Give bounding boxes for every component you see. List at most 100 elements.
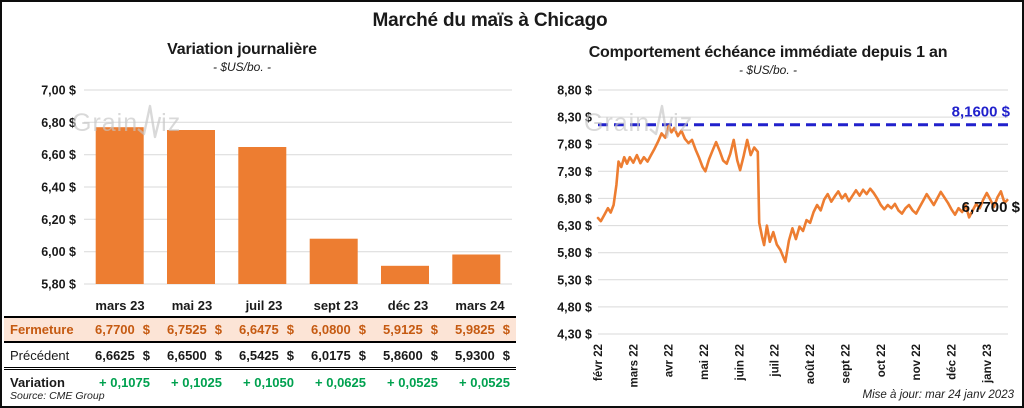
precedent-value-cell: 5,9300 $ xyxy=(444,348,516,363)
value: 6,5425 xyxy=(239,347,279,363)
currency-unit: $ xyxy=(358,347,366,363)
y-axis-tick-label: 7,80 $ xyxy=(557,138,592,152)
fermeture-value-cell: 6,7525 $ xyxy=(156,322,228,337)
currency-unit: $ xyxy=(142,347,150,363)
fermeture-value-cell: 5,9125 $ xyxy=(372,322,444,337)
value: + 0,0625 xyxy=(315,375,366,390)
y-axis-tick-label: 5,80 $ xyxy=(557,246,592,260)
fermeture-value-cell: 6,0800 $ xyxy=(300,322,372,337)
y-axis-tick-label: 8,80 $ xyxy=(557,84,592,98)
x-axis-tick-label: mars 22 xyxy=(628,344,640,387)
price-table: mars 23 mai 23 juil 23 sept 23 déc 23 mars 24… xyxy=(4,295,516,395)
price-line xyxy=(596,124,1009,264)
y-axis-tick-label: 6,20 $ xyxy=(41,213,76,227)
value: 6,7700 xyxy=(95,322,135,337)
updated-note: Mise à jour: mar 24 janv 2023 xyxy=(862,389,1015,401)
precedent-value-cell: 6,6500 $ xyxy=(156,348,228,363)
y-axis-tick-label: 5,80 $ xyxy=(41,278,76,292)
value: 5,9300 xyxy=(455,347,495,363)
x-axis-tick-label: mai 22 xyxy=(699,344,711,380)
last-value-label: 6,7700 $ xyxy=(962,199,1021,216)
currency-unit: $ xyxy=(286,322,294,337)
value: 6,0175 xyxy=(311,347,351,363)
line-chart-subtitle: - $US/bo. - xyxy=(738,63,798,77)
value: + 0,1025 xyxy=(171,375,222,390)
y-axis-tick-label: 6,40 $ xyxy=(41,181,76,195)
bar-juil 23 xyxy=(238,147,287,284)
month-header: juil 23 xyxy=(245,298,283,313)
currency-unit: $ xyxy=(502,322,510,337)
reference-line-label: 8,1600 $ xyxy=(952,104,1011,121)
x-axis-tick-label: janv 23 xyxy=(982,344,994,384)
bar-chart: 7,00 $ 6,80 $ 6,60 $ 6,40 $ 6,20 $ 6,00 $ 5,80… xyxy=(41,84,512,292)
y-axis-tick-label: 5,30 $ xyxy=(557,273,592,287)
value: 6,6475 xyxy=(239,322,279,337)
row-label: Précédent xyxy=(10,347,70,363)
currency-unit: $ xyxy=(142,322,150,337)
y-axis-tick-label: 7,00 $ xyxy=(41,84,76,98)
x-axis-tick-label: juil 22 xyxy=(770,344,782,378)
x-axis-tick-label: déc 22 xyxy=(946,344,958,380)
y-axis-tick-label: 4,80 $ xyxy=(557,300,592,314)
x-axis-tick-label: avr 22 xyxy=(664,344,676,377)
line-chart-header: Comportement échéance immédiate depuis 1… xyxy=(526,44,1010,77)
value: + 0,0525 xyxy=(459,375,510,390)
value: 6,6625 xyxy=(95,347,135,363)
bar-chart-header: Variation journalière - $US/bo. - xyxy=(12,41,472,74)
x-axis-tick-label: sept 22 xyxy=(840,344,852,384)
y-axis-tick-label: 6,60 $ xyxy=(41,148,76,162)
y-axis-tick-label: 6,80 $ xyxy=(557,192,592,206)
y-axis-tick-label: 4,30 $ xyxy=(557,328,592,342)
currency-unit: $ xyxy=(214,322,222,337)
precedent-value-cell: 6,5425 $ xyxy=(228,348,300,363)
value: + 0,1050 xyxy=(243,375,294,390)
value: + 0,0525 xyxy=(387,375,438,390)
fermeture-value-cell: 6,6475 $ xyxy=(228,322,300,337)
bar-chart-title: Variation journalière xyxy=(167,41,317,58)
bar-chart-subtitle: - $US/bo. - xyxy=(212,60,272,74)
line-chart: 8,80 $ 8,30 $ 7,80 $ 7,30 $ 6,80 $ 6,30 $ 5,80… xyxy=(557,84,1021,388)
y-axis-tick-label: 6,00 $ xyxy=(41,245,76,259)
row-label: Variation xyxy=(10,375,65,390)
value: 6,7525 xyxy=(167,322,207,337)
variation-value-cell: + 0,0625 xyxy=(300,375,372,390)
currency-unit: $ xyxy=(430,322,438,337)
variation-value-cell: + 0,0525 xyxy=(444,375,516,390)
x-axis-tick-label: juin 22 xyxy=(734,344,746,381)
variation-value-cell: + 0,1050 xyxy=(228,375,300,390)
source-note: Source: CME Group xyxy=(10,390,105,402)
precedent-value-cell: 6,6625 $ xyxy=(84,348,156,363)
currency-unit: $ xyxy=(214,347,222,363)
line-chart-title: Comportement échéance immédiate depuis 1… xyxy=(588,44,948,61)
y-axis-tick-label: 8,30 $ xyxy=(557,111,592,125)
value: 5,8600 xyxy=(383,347,423,363)
bar-mars 24 xyxy=(452,254,501,284)
x-axis-tick-label: août 22 xyxy=(805,344,817,384)
table-row-precedent: Précédent 6,6625 $6,6500 $6,5425 $6,0175 $5,8… xyxy=(4,343,516,370)
bar-mars 23 xyxy=(95,127,144,284)
month-header: mars 23 xyxy=(95,298,145,313)
x-axis-tick-label: nov 22 xyxy=(911,344,923,380)
currency-unit: $ xyxy=(358,322,366,337)
table-row-fermeture: Fermeture 6,7700 $6,7525 $6,6475 $6,0800 $5,9… xyxy=(4,318,516,343)
value: 6,0800 xyxy=(311,322,351,337)
bar-déc 23 xyxy=(381,265,429,284)
month-header: sept 23 xyxy=(313,298,359,313)
value: 5,9825 xyxy=(455,322,495,337)
x-axis-tick-label: oct 22 xyxy=(876,344,888,377)
y-axis-tick-label: 7,30 $ xyxy=(557,165,592,179)
bar-sept 23 xyxy=(309,238,358,284)
value: 5,9125 xyxy=(383,322,423,337)
x-axis-tick-label: févr 22 xyxy=(593,344,605,381)
value: + 0,1075 xyxy=(99,375,150,390)
month-header: mars 24 xyxy=(455,298,505,313)
y-axis-tick-label: 6,80 $ xyxy=(41,116,76,130)
month-header: déc 23 xyxy=(387,298,429,313)
value: 6,6500 xyxy=(167,347,207,363)
month-header: mai 23 xyxy=(171,298,213,313)
variation-value-cell: + 0,1025 xyxy=(156,375,228,390)
fermeture-value-cell: 5,9825 $ xyxy=(444,322,516,337)
currency-unit: $ xyxy=(430,347,438,363)
variation-value-cell: + 0,1075 xyxy=(84,375,156,390)
